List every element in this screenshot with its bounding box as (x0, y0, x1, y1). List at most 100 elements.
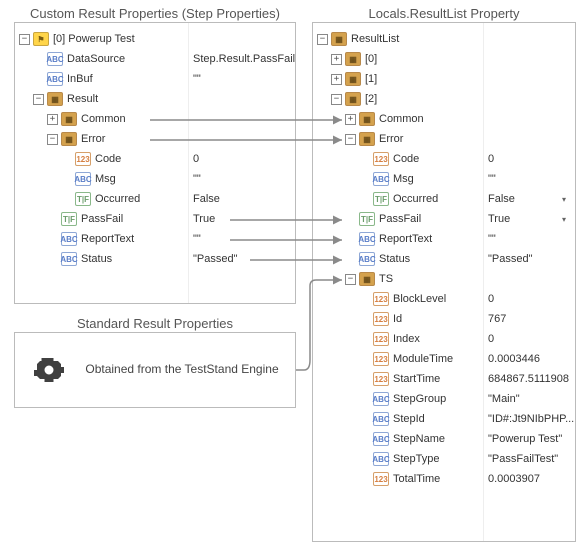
row-value: "" (193, 233, 201, 245)
tree-row-totaltime[interactable]: 123 TotalTime 0.0003907 (317, 469, 571, 489)
row-label: StartTime (393, 373, 440, 385)
custom-result-tree: − ⚑ [0] Powerup Test ABC DataSource Step… (15, 23, 295, 275)
tree-row-error[interactable]: − ▦ Error (317, 129, 571, 149)
tree-row-occurred[interactable]: T|F Occurred False ▾ (317, 189, 571, 209)
row-value: "Passed" (488, 253, 533, 265)
engine-box: Obtained from the TestStand Engine (15, 333, 295, 407)
string-icon: ABC (373, 432, 389, 446)
tree-row-datasource[interactable]: ABC DataSource Step.Result.PassFail (19, 49, 291, 69)
tree-row-reporttext[interactable]: ABC ReportText "" (19, 229, 291, 249)
tree-row-id[interactable]: 123 Id 767 (317, 309, 571, 329)
row-label: DataSource (67, 53, 125, 65)
tree-row-steptype[interactable]: ABC StepType "PassFailTest" (317, 449, 571, 469)
tree-row-code[interactable]: 123 Code 0 (317, 149, 571, 169)
tree-row-stepid[interactable]: ABC StepId "ID#:Jt9NIbPHP... (317, 409, 571, 429)
row-value: 0 (488, 333, 494, 345)
custom-result-panel: − ⚑ [0] Powerup Test ABC DataSource Step… (14, 22, 296, 304)
row-value: "" (193, 173, 201, 185)
collapse-icon[interactable]: − (345, 134, 356, 145)
tree-row-ts[interactable]: − ▦ TS (317, 269, 571, 289)
string-icon: ABC (61, 232, 77, 246)
row-label: Occurred (393, 193, 438, 205)
container-icon: ▦ (345, 72, 361, 86)
row-label: PassFail (379, 213, 421, 225)
container-icon: ▦ (331, 32, 347, 46)
container-icon: ▦ (61, 132, 77, 146)
row-label: BlockLevel (393, 293, 446, 305)
tree-row-resultlist[interactable]: − ▦ ResultList (317, 29, 571, 49)
dropdown-icon[interactable]: ▾ (557, 212, 571, 226)
bool-icon: T|F (359, 212, 375, 226)
expand-icon[interactable]: + (345, 114, 356, 125)
tree-row-status[interactable]: ABC Status "Passed" (19, 249, 291, 269)
string-icon: ABC (373, 392, 389, 406)
tree-row-passfail[interactable]: T|F PassFail True (19, 209, 291, 229)
row-label: Result (67, 93, 98, 105)
row-value: 0 (488, 293, 494, 305)
row-label: Common (379, 113, 424, 125)
collapse-icon[interactable]: − (345, 274, 356, 285)
expand-icon[interactable]: + (331, 54, 342, 65)
tree-row-status[interactable]: ABC Status "Passed" (317, 249, 571, 269)
row-value: 767 (488, 313, 506, 325)
tree-row-item1[interactable]: + ▦ [1] (317, 69, 571, 89)
tree-row-root[interactable]: − ⚑ [0] Powerup Test (19, 29, 291, 49)
tree-row-starttime[interactable]: 123 StartTime 684867.5111908 (317, 369, 571, 389)
tree-row-result[interactable]: − ▦ Result (19, 89, 291, 109)
container-icon: ▦ (359, 272, 375, 286)
bool-icon: T|F (75, 192, 91, 206)
tree-row-moduletime[interactable]: 123 ModuleTime 0.0003446 (317, 349, 571, 369)
row-label: StepName (393, 433, 445, 445)
row-label: [1] (365, 73, 377, 85)
tree-row-item0[interactable]: + ▦ [0] (317, 49, 571, 69)
container-icon: ▦ (359, 112, 375, 126)
row-label: ReportText (81, 233, 134, 245)
number-icon: 123 (373, 332, 389, 346)
tree-row-reporttext[interactable]: ABC ReportText "" (317, 229, 571, 249)
tree-row-stepgroup[interactable]: ABC StepGroup "Main" (317, 389, 571, 409)
bool-icon: T|F (373, 192, 389, 206)
row-value: "" (488, 233, 496, 245)
collapse-icon[interactable]: − (33, 94, 44, 105)
engine-text: Obtained from the TestStand Engine (85, 362, 278, 378)
number-icon: 123 (373, 312, 389, 326)
tree-row-stepname[interactable]: ABC StepName "Powerup Test" (317, 429, 571, 449)
row-value: Step.Result.PassFail (193, 53, 295, 65)
dropdown-icon[interactable]: ▾ (557, 192, 571, 206)
collapse-icon[interactable]: − (331, 94, 342, 105)
tree-row-common[interactable]: + ▦ Common (19, 109, 291, 129)
collapse-icon[interactable]: − (19, 34, 30, 45)
tree-row-code[interactable]: 123 Code 0 (19, 149, 291, 169)
row-label: PassFail (81, 213, 123, 225)
expand-icon[interactable]: + (331, 74, 342, 85)
row-value: True (488, 213, 510, 225)
tree-row-passfail[interactable]: T|F PassFail True ▾ (317, 209, 571, 229)
string-icon: ABC (359, 232, 375, 246)
row-label: [0] Powerup Test (53, 33, 135, 45)
container-icon: ▦ (345, 92, 361, 106)
standard-result-panel: Obtained from the TestStand Engine (14, 332, 296, 408)
tree-row-inbuf[interactable]: ABC InBuf "" (19, 69, 291, 89)
container-icon: ▦ (47, 92, 63, 106)
row-value: 684867.5111908 (488, 373, 569, 385)
tree-row-index[interactable]: 123 Index 0 (317, 329, 571, 349)
string-icon: ABC (359, 252, 375, 266)
collapse-icon[interactable]: − (47, 134, 58, 145)
tree-row-error[interactable]: − ▦ Error (19, 129, 291, 149)
row-value: 0 (193, 153, 199, 165)
container-icon: ▦ (61, 112, 77, 126)
tree-row-blocklevel[interactable]: 123 BlockLevel 0 (317, 289, 571, 309)
row-label: ReportText (379, 233, 432, 245)
row-label: Occurred (95, 193, 140, 205)
tree-row-msg[interactable]: ABC Msg "" (317, 169, 571, 189)
tree-row-occurred[interactable]: T|F Occurred False (19, 189, 291, 209)
row-value: "Powerup Test" (488, 433, 562, 445)
tree-row-common[interactable]: + ▦ Common (317, 109, 571, 129)
tree-row-item2[interactable]: − ▦ [2] (317, 89, 571, 109)
row-label: Status (379, 253, 410, 265)
string-icon: ABC (373, 172, 389, 186)
tree-row-msg[interactable]: ABC Msg "" (19, 169, 291, 189)
expand-icon[interactable]: + (47, 114, 58, 125)
string-icon: ABC (47, 72, 63, 86)
collapse-icon[interactable]: − (317, 34, 328, 45)
